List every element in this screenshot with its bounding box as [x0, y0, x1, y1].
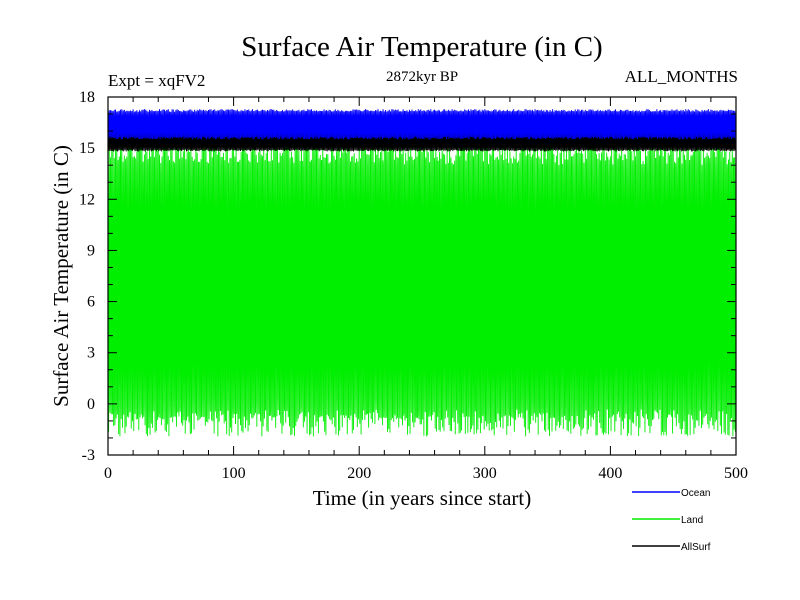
legend-label-ocean: Ocean	[681, 488, 710, 499]
series-ocean-line	[108, 109, 736, 140]
axis-layer: 0 100 200 300 400 500 -3 0 3 6 9 12 15 18	[79, 89, 748, 482]
legend-label-land: Land	[681, 515, 703, 526]
experiment-label: Expt = xqFV2	[108, 71, 205, 90]
y-tick-label: 3	[87, 345, 95, 362]
x-tick-label: 200	[347, 465, 371, 482]
y-axis-title: Surface Air Temperature (in C)	[49, 145, 73, 407]
x-tick-label: 400	[598, 465, 622, 482]
y-tick-label: 12	[79, 191, 95, 208]
x-axis-title: Time (in years since start)	[313, 486, 532, 510]
months-label: ALL_MONTHS	[625, 67, 738, 86]
x-tick-label: 500	[724, 465, 748, 482]
period-label: 2872kyr BP	[386, 69, 458, 85]
y-tick-label: 15	[79, 140, 95, 157]
x-tick-label: 300	[473, 465, 497, 482]
series-layer	[108, 109, 736, 437]
x-tick-label: 0	[104, 465, 112, 482]
chart-title: Surface Air Temperature (in C)	[241, 31, 602, 63]
plot-frame	[107, 96, 737, 456]
y-tick-label: 6	[87, 294, 95, 311]
y-tick-label: -3	[82, 447, 95, 464]
y-tick-label: 9	[87, 242, 95, 259]
y-tick-label: 0	[87, 396, 95, 413]
series-land-line	[108, 137, 736, 437]
y-tick-label: 18	[79, 89, 95, 106]
legend: Ocean Land AllSurf	[632, 488, 711, 553]
legend-label-allsurf: AllSurf	[681, 542, 711, 553]
x-tick-label: 100	[222, 465, 246, 482]
